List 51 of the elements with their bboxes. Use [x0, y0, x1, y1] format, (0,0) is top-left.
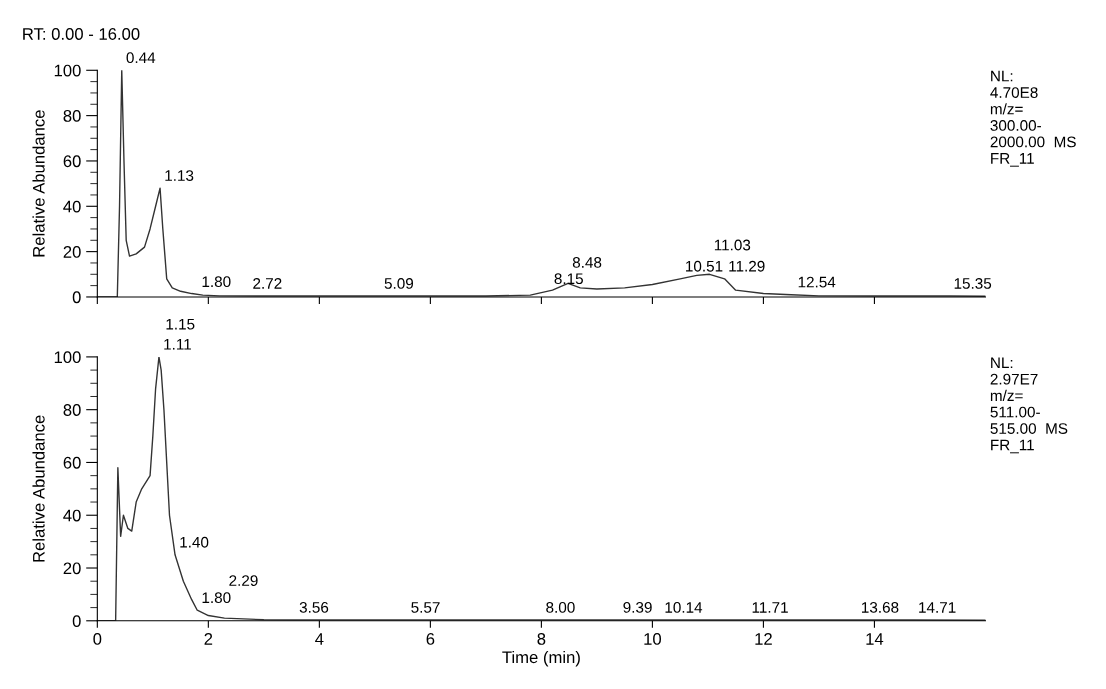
x-tick-label: 2	[204, 633, 213, 645]
x-tick-label: 0	[93, 633, 102, 645]
y-tick-label: 40	[63, 200, 81, 213]
x-axis-title: Time (min)	[502, 650, 580, 667]
y-tick-label: 60	[63, 155, 81, 168]
text: NL: 2.97E7 m/z= 511.00- 515.00 MS FR_11	[990, 357, 1068, 454]
annotation: 1.11	[164, 339, 191, 350]
y-tick-label: 20	[63, 562, 81, 575]
annotation: 10.51	[686, 260, 723, 272]
annotation: 2.72	[253, 278, 282, 289]
y-tick-label: 80	[63, 110, 81, 122]
annotation: 1.13	[165, 170, 194, 181]
annotation: 10.14	[665, 601, 703, 613]
x-tick-label: 8	[537, 633, 546, 645]
annotation: 1.80	[202, 592, 231, 604]
annotation: 8.15	[554, 273, 583, 285]
annotation: 1.15	[166, 318, 195, 330]
x-tick-label: 4	[315, 633, 324, 645]
annotation: 8.48	[572, 257, 602, 268]
annotation: 5.57	[411, 602, 440, 613]
annotation: 1.80	[202, 276, 231, 288]
x-tick-label: 14	[866, 633, 884, 645]
annotation: 11.29	[729, 260, 765, 272]
annotation: 11.71	[752, 602, 788, 613]
y-axis-title: Relative Abundance	[32, 415, 45, 562]
annotation: 0.44	[126, 52, 156, 64]
y-tick-label: 0	[72, 291, 81, 304]
annotation: 14.71	[919, 602, 956, 613]
annotation: 12.54	[798, 276, 836, 288]
x-tick-label: 10	[644, 633, 662, 645]
annotation: 9.39	[623, 601, 652, 613]
y-tick-label: 60	[63, 456, 81, 469]
annotation: 1.40	[180, 536, 209, 548]
y-tick-label: 100	[54, 64, 81, 77]
annotation: 5.09	[384, 278, 414, 289]
annotation: 8.00	[546, 601, 575, 613]
annotation: 2.29	[229, 575, 258, 586]
annotation: 11.03	[714, 239, 751, 251]
text: NL: 4.70E8 m/z= 300.00- 2000.00 MS FR_11	[990, 70, 1076, 167]
y-tick-label: 0	[72, 615, 81, 627]
chart-title: RT: 0.00 - 16.00	[23, 28, 140, 40]
x-tick-label: 12	[755, 633, 772, 645]
x-tick-label: 6	[426, 633, 435, 645]
annotation: 15.35	[954, 278, 992, 289]
annotation: 13.68	[862, 601, 899, 613]
y-tick-label: 20	[63, 246, 81, 258]
y-tick-label: 40	[63, 509, 81, 522]
y-tick-label: 80	[63, 404, 81, 416]
y-axis-title: Relative Abundance	[32, 110, 45, 257]
annotation: 3.56	[299, 601, 329, 613]
y-tick-label: 100	[54, 351, 81, 364]
